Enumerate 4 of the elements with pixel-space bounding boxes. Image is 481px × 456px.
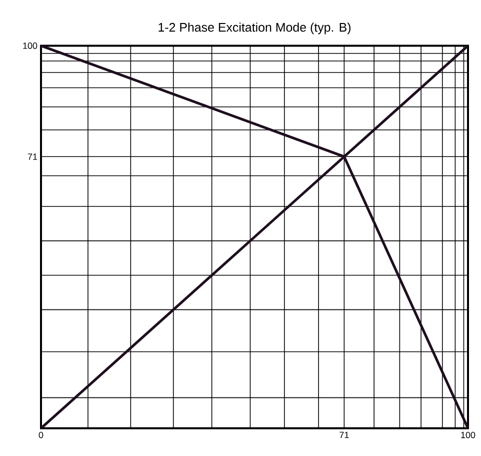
- x-tick-label: 71: [340, 432, 349, 438]
- x-tick-label: 0: [38, 432, 44, 438]
- x-tick-label: 100: [461, 432, 476, 438]
- chart-title: 1-2 Phase Excitation Mode (typ. B): [158, 22, 350, 34]
